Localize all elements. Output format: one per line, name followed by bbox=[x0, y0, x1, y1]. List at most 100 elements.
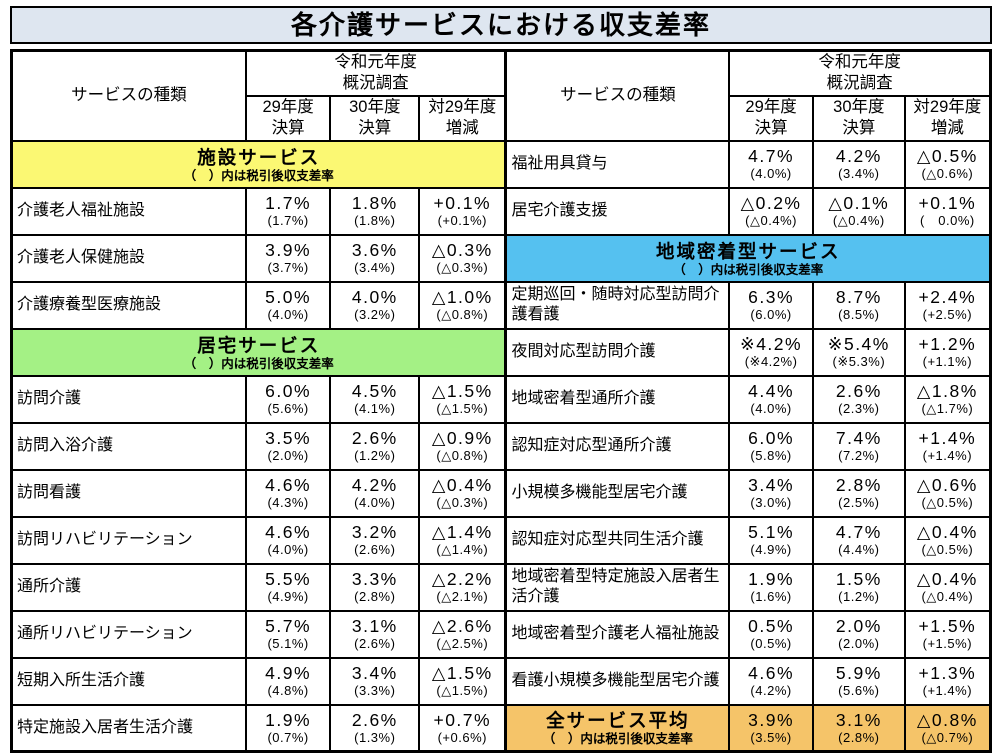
value-main: ※4.2% bbox=[740, 334, 803, 355]
value-cell: 2.0% (2.0%) bbox=[811, 609, 906, 659]
value-main: 4.6% bbox=[748, 663, 795, 684]
section-header-cell: 居宅サービス（ ）内は税引後収支差率 bbox=[10, 327, 507, 377]
value-main: 4.4% bbox=[748, 381, 795, 402]
col-diff-line1: 対29年度 bbox=[913, 97, 982, 116]
value-after-tax: (5.6%) bbox=[838, 683, 880, 699]
col-header-30: 30年度 決算 bbox=[811, 94, 906, 142]
value-main: 2.6% bbox=[835, 381, 882, 402]
value-after-tax: (△0.4%) bbox=[832, 213, 885, 229]
value-main: △0.6% bbox=[916, 475, 978, 496]
value-main: 5.5% bbox=[265, 569, 312, 590]
service-name-cell: 地域密着型介護老人福祉施設 bbox=[504, 609, 731, 659]
right-table-body: 福祉用具貸与 4.7% (4.0%) 4.2% (3.4%) △0.5% (△0.6%) 居宅… bbox=[504, 139, 992, 753]
value-cell: 6.0% (5.8%) bbox=[728, 421, 814, 471]
service-name-cell: 地域密着型特定施設入居者生活介護 bbox=[504, 562, 731, 612]
value-cell: 4.9% (4.8%) bbox=[244, 656, 332, 706]
value-main: △1.4% bbox=[431, 522, 493, 543]
value-main: 3.9% bbox=[265, 240, 312, 261]
col-header-survey: 令和元年度 概況調査 bbox=[244, 49, 507, 97]
value-cell: 5.0% (4.0%) bbox=[244, 280, 332, 330]
service-row: 地域密着型通所介護 4.4% (4.0%) 2.6% (2.3%) △1.8% (△1.7%… bbox=[504, 374, 992, 424]
value-after-tax: (2.8%) bbox=[838, 730, 880, 746]
value-cell: △1.5% (△1.5%) bbox=[418, 656, 507, 706]
value-main: 4.7% bbox=[835, 522, 882, 543]
service-row: 通所介護 5.5% (4.9%) 3.3% (2.8%) △2.2% (△2.1%) bbox=[10, 562, 507, 612]
col-29-line1: 29年度 bbox=[262, 97, 314, 116]
value-cell: +1.4% (+1.4%) bbox=[903, 421, 992, 471]
service-row: 地域密着型介護老人福祉施設 0.5% (0.5%) 2.0% (2.0%) +1.5% (+… bbox=[504, 609, 992, 659]
service-name-cell: 福祉用具貸与 bbox=[504, 139, 731, 189]
value-main: 4.2% bbox=[351, 475, 398, 496]
value-main: 5.9% bbox=[835, 663, 882, 684]
value-cell: 6.3% (6.0%) bbox=[728, 280, 814, 330]
value-main: 5.0% bbox=[265, 287, 312, 308]
value-after-tax: (2.8%) bbox=[354, 589, 396, 605]
col-header-survey: 令和元年度 概況調査 bbox=[728, 49, 992, 97]
value-after-tax: (△2.1%) bbox=[436, 589, 489, 605]
value-cell: 2.8% (2.5%) bbox=[811, 468, 906, 518]
value-cell: △0.5% (△0.6%) bbox=[903, 139, 992, 189]
value-cell: 4.6% (4.3%) bbox=[244, 468, 332, 518]
value-after-tax: (△0.5%) bbox=[921, 495, 974, 511]
value-after-tax: (+1.1%) bbox=[922, 354, 973, 370]
value-cell: 3.9% (3.7%) bbox=[244, 233, 332, 283]
value-main: 8.7% bbox=[835, 287, 882, 308]
service-name-cell: 短期入所生活介護 bbox=[10, 656, 247, 706]
service-row: 訪問看護 4.6% (4.3%) 4.2% (4.0%) △0.4% (△0.3%) bbox=[10, 468, 507, 518]
service-row: 福祉用具貸与 4.7% (4.0%) 4.2% (3.4%) △0.5% (△0.6%) bbox=[504, 139, 992, 189]
col-30-line1: 30年度 bbox=[349, 97, 401, 116]
section-note: （ ）内は税引後収支差率 bbox=[183, 356, 334, 371]
section-row: 地域密着型サービス（ ）内は税引後収支差率 bbox=[504, 233, 992, 283]
value-main: 0.5% bbox=[748, 616, 795, 637]
col-header-service-type: サービスの種類 bbox=[504, 49, 731, 142]
value-after-tax: (2.6%) bbox=[354, 636, 396, 652]
value-after-tax: (2.0%) bbox=[267, 448, 309, 464]
value-after-tax: (4.8%) bbox=[267, 683, 309, 699]
value-after-tax: (1.2%) bbox=[838, 589, 880, 605]
value-main: 4.0% bbox=[351, 287, 398, 308]
summary-row: 全サービス平均（ ）内は税引後収支差率 3.9% (3.5%) 3.1% (2.8%) △… bbox=[504, 703, 992, 753]
value-after-tax: (+1.5%) bbox=[922, 636, 973, 652]
section-title: 居宅サービス bbox=[197, 334, 321, 356]
service-name-cell: 介護老人保健施設 bbox=[10, 233, 247, 283]
service-row: 訪問介護 6.0% (5.6%) 4.5% (4.1%) △1.5% (△1.5%) bbox=[10, 374, 507, 424]
value-main: 1.8% bbox=[351, 193, 398, 214]
col-29-line1: 29年度 bbox=[745, 97, 797, 116]
value-cell: +0.1%( 0.0%) bbox=[903, 186, 992, 236]
value-cell: 5.9% (5.6%) bbox=[811, 656, 906, 706]
col-29-line2: 決算 bbox=[271, 119, 305, 138]
value-cell: 3.3% (2.8%) bbox=[329, 562, 421, 612]
value-cell: 1.5% (1.2%) bbox=[811, 562, 906, 612]
right-table: サービスの種類 令和元年度 概況調査 29年度 決算 30年度 決算 bbox=[504, 49, 992, 753]
value-cell: 4.4% (4.0%) bbox=[728, 374, 814, 424]
value-after-tax: (△0.3%) bbox=[436, 495, 489, 511]
value-cell: △1.8% (△1.7%) bbox=[903, 374, 992, 424]
value-after-tax: (6.0%) bbox=[750, 307, 792, 323]
value-after-tax: (2.0%) bbox=[838, 636, 880, 652]
value-cell: △2.6% (△2.5%) bbox=[418, 609, 507, 659]
section-title: 施設サービス bbox=[197, 146, 321, 168]
service-row: 定期巡回・随時対応型訪問介護看護 6.3% (6.0%) 8.7% (8.5%) +2.4… bbox=[504, 280, 992, 330]
value-main: 4.6% bbox=[265, 475, 312, 496]
value-after-tax: (2.3%) bbox=[838, 401, 880, 417]
value-cell: △0.4% (△0.3%) bbox=[418, 468, 507, 518]
value-main: 3.1% bbox=[351, 616, 398, 637]
service-name-cell: 訪問介護 bbox=[10, 374, 247, 424]
service-row: 特定施設入居者生活介護 1.9% (0.7%) 2.6% (1.3%) +0.7% (+0.… bbox=[10, 703, 507, 753]
value-cell: 3.5% (2.0%) bbox=[244, 421, 332, 471]
value-cell: △0.4% (△0.4%) bbox=[903, 562, 992, 612]
value-main: 2.6% bbox=[351, 710, 398, 731]
value-after-tax: (△0.4%) bbox=[745, 213, 797, 229]
service-row: 小規模多機能型居宅介護 3.4% (3.0%) 2.8% (2.5%) △0.6% (△0.… bbox=[504, 468, 992, 518]
value-after-tax: (4.0%) bbox=[354, 495, 396, 511]
value-main: 7.4% bbox=[835, 428, 882, 449]
section-title: 地域密着型サービス bbox=[655, 240, 841, 262]
summary-label-cell: 全サービス平均（ ）内は税引後収支差率 bbox=[504, 703, 731, 753]
section-row: 居宅サービス（ ）内は税引後収支差率 bbox=[10, 327, 507, 377]
value-after-tax: (△0.3%) bbox=[436, 260, 489, 276]
service-name-cell: 訪問看護 bbox=[10, 468, 247, 518]
value-main: +2.4% bbox=[918, 287, 977, 308]
value-main: 1.9% bbox=[748, 569, 795, 590]
value-after-tax: (3.5%) bbox=[750, 730, 792, 746]
value-cell: 3.4% (3.3%) bbox=[329, 656, 421, 706]
